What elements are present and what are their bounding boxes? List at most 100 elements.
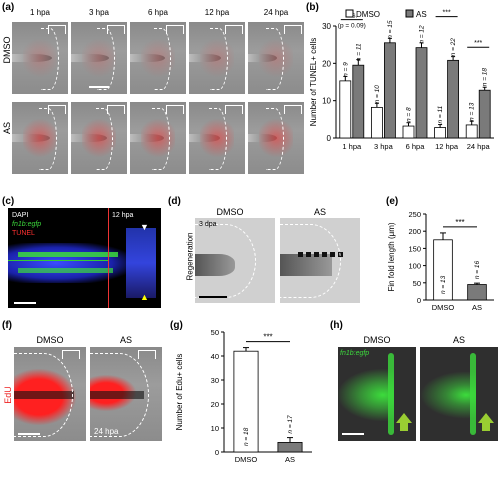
dmso-micrograph	[189, 22, 245, 94]
legend-as: AS	[416, 10, 427, 19]
y-axis-label: Number of TUNEL+ cells	[309, 38, 318, 127]
legend-tunel: TUNEL	[12, 230, 35, 237]
y-tick-label: 10	[211, 424, 219, 433]
d-row-label: Regeneration	[185, 232, 195, 281]
bar-as	[447, 59, 460, 139]
x-tick-label: 1 hpa	[342, 142, 362, 151]
arrow-up-icon	[478, 413, 494, 423]
n-label: n = 12	[419, 25, 426, 44]
p-value-annotation: (p = 0.09)	[338, 23, 366, 30]
panel-a-label: (a)	[2, 2, 15, 13]
as-micrograph	[12, 102, 68, 174]
bar-as	[415, 47, 428, 139]
f-time-label: 24 hpa	[94, 427, 119, 436]
legend-dapi: DAPI	[12, 212, 29, 219]
bar-as	[352, 64, 365, 139]
bar-dmso	[433, 239, 453, 301]
n-label: n = 18	[482, 68, 489, 87]
n-label: n = 9	[342, 62, 349, 77]
confocal-image: ▼ ▲ DAPI fn1b:egfp TUNEL 12 hpa	[8, 208, 161, 308]
dmso-micrograph	[71, 22, 127, 94]
y-tick-label: 0	[327, 134, 332, 143]
y-tick-label: 30	[322, 22, 331, 31]
arrow-up-icon	[396, 413, 412, 423]
bar-as	[467, 284, 487, 301]
panel-e-label: (e)	[386, 196, 399, 207]
bar-dmso	[371, 106, 383, 139]
egfp-dmso-image: fn1b:egfp	[338, 347, 416, 441]
bar-dmso	[233, 350, 259, 453]
h-as-label: AS	[452, 335, 465, 345]
h-dmso-label: DMSO	[363, 335, 391, 345]
x-tick-label: DMSO	[432, 303, 455, 312]
f-dmso-label: DMSO	[36, 335, 64, 345]
x-tick-label: AS	[285, 455, 295, 464]
x-tick-label: DMSO	[235, 455, 258, 464]
timepoint-label: 6 hpa	[147, 8, 169, 17]
edu-dmso-image	[14, 347, 86, 441]
n-label: n = 10	[374, 85, 381, 104]
timepoint-label: 3 hpa	[88, 8, 110, 17]
bar-dmso	[339, 80, 352, 139]
significance-label: ***	[455, 218, 464, 227]
y-tick-label: 20	[211, 400, 219, 409]
significance-label: ***	[263, 333, 272, 342]
edu-chart: 0 10 20 30 40 50 Number of Edu+ cells DMSO n = 1…	[175, 328, 312, 464]
y-tick-label: 250	[408, 210, 421, 219]
panel-c-label: (c)	[2, 196, 15, 207]
fin-fold-chart: 0 50 100 150 200 250 Fin fold length (μm) DMSO n…	[387, 210, 494, 312]
f-row-label: EdU	[3, 386, 13, 404]
y-tick-label: 100	[408, 262, 421, 271]
y-tick-label: 0	[417, 296, 421, 305]
x-tick-label: AS	[472, 303, 482, 312]
h-legend: fn1b:egfp	[340, 350, 370, 357]
tunel-chart: 0 10 20 30 Number of TUNEL+ cells 1 hpa n = 9 n…	[309, 9, 494, 151]
y-tick-label: 10	[322, 97, 331, 106]
f-as-label: AS	[119, 335, 132, 345]
y-axis-label: Number of Edu+ cells	[175, 354, 184, 431]
y-tick-label: 200	[408, 227, 421, 236]
significance-label: ***	[474, 40, 482, 47]
timepoint-label: 24 hpa	[263, 8, 289, 17]
as-micrograph	[248, 102, 304, 174]
panel-g-label: (g)	[170, 320, 183, 331]
y-tick-label: 50	[413, 279, 421, 288]
as-micrograph	[130, 102, 186, 174]
significance-label: ***	[443, 10, 451, 17]
bar-as	[384, 42, 396, 139]
n-label: n = 18	[243, 427, 250, 446]
dmso-micrograph	[130, 22, 186, 94]
panel-h-label: (h)	[330, 320, 343, 331]
panel-b-label: (b)	[306, 2, 319, 13]
n-label: n = 13	[440, 275, 447, 294]
legend-swatch-as	[405, 9, 414, 18]
y-tick-label: 0	[215, 448, 219, 457]
dmso-micrograph	[248, 22, 304, 94]
bracket-icon	[138, 350, 156, 359]
scale-bar	[199, 296, 227, 298]
as-micrograph	[71, 102, 127, 174]
bracket-icon	[62, 350, 80, 359]
bar-dmso	[402, 125, 415, 139]
n-label: n = 11	[355, 43, 362, 61]
row-label-as: AS	[2, 122, 12, 135]
n-label: n = 13	[469, 102, 476, 121]
legend-swatch-dmso	[345, 9, 354, 18]
n-label: n = 15	[387, 20, 394, 39]
y-tick-label: 30	[211, 376, 219, 385]
arrowhead-icon: ▲	[140, 292, 149, 302]
y-tick-label: 40	[211, 352, 219, 361]
dmso-micrograph	[12, 22, 68, 94]
arrowhead-icon: ▼	[140, 222, 149, 232]
y-axis-label: Fin fold length (μm)	[387, 222, 396, 291]
y-tick-label: 20	[322, 59, 331, 68]
x-tick-label: 3 hpa	[374, 142, 394, 151]
y-tick-label: 150	[408, 244, 421, 253]
panel-d-label: (d)	[168, 196, 181, 207]
d-time-label: 3 dpa	[199, 221, 217, 228]
timepoint-label: 1 hpa	[29, 8, 51, 17]
edu-as-image: 24 hpa	[90, 347, 162, 441]
n-label: n = 11	[437, 105, 444, 123]
bar-as	[277, 442, 303, 453]
timepoint-label: 12 hpa	[204, 8, 230, 17]
